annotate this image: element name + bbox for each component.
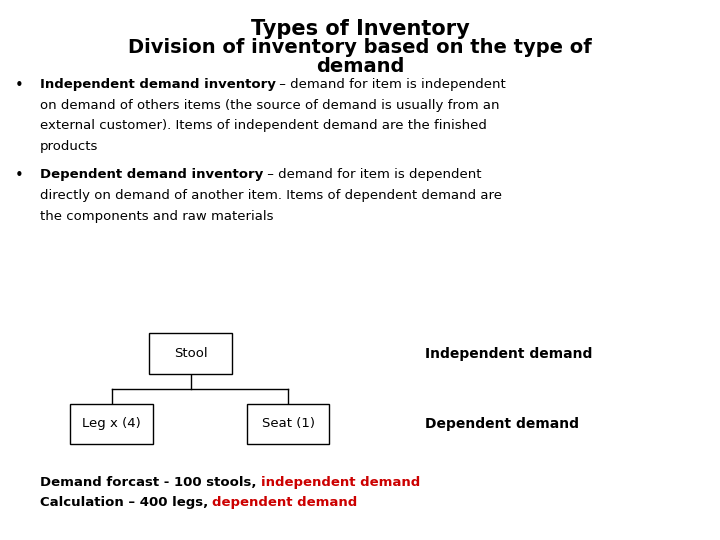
Bar xyxy=(246,404,330,444)
Bar xyxy=(71,404,153,444)
Text: products: products xyxy=(40,140,98,153)
Text: •: • xyxy=(14,78,23,93)
Text: external customer). Items of independent demand are the finished: external customer). Items of independent… xyxy=(40,119,487,132)
Text: dependent demand: dependent demand xyxy=(212,496,358,509)
Text: independent demand: independent demand xyxy=(261,476,420,489)
Text: Calculation – 400 legs,: Calculation – 400 legs, xyxy=(40,496,212,509)
Text: demand: demand xyxy=(316,57,404,76)
Text: Independent demand inventory: Independent demand inventory xyxy=(40,78,276,91)
Text: Stool: Stool xyxy=(174,347,207,360)
Text: Division of inventory based on the type of: Division of inventory based on the type … xyxy=(128,38,592,57)
Text: the components and raw materials: the components and raw materials xyxy=(40,210,273,222)
Text: Dependent demand inventory: Dependent demand inventory xyxy=(40,168,263,181)
Text: •: • xyxy=(14,168,23,184)
Text: Independent demand: Independent demand xyxy=(425,347,592,361)
Text: Demand forcast - 100 stools,: Demand forcast - 100 stools, xyxy=(40,476,261,489)
Text: Seat (1): Seat (1) xyxy=(261,417,315,430)
Bar xyxy=(150,333,232,374)
Text: Leg x (4): Leg x (4) xyxy=(82,417,141,430)
Text: on demand of others items (the source of demand is usually from an: on demand of others items (the source of… xyxy=(40,99,499,112)
Text: – demand for item is dependent: – demand for item is dependent xyxy=(263,168,482,181)
Text: directly on demand of another item. Items of dependent demand are: directly on demand of another item. Item… xyxy=(40,189,502,202)
Text: Dependent demand: Dependent demand xyxy=(425,417,579,431)
Text: Types of Inventory: Types of Inventory xyxy=(251,19,469,39)
Text: – demand for item is independent: – demand for item is independent xyxy=(276,78,506,91)
